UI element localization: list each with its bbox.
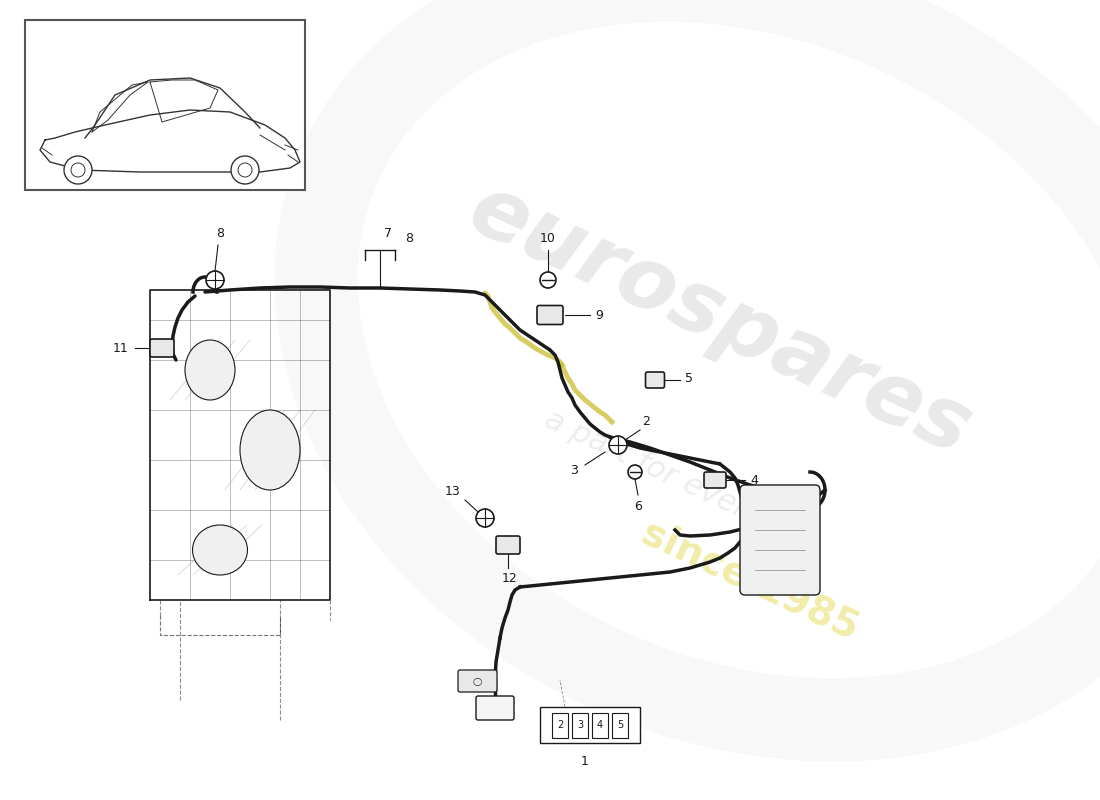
Bar xyxy=(552,713,568,738)
Bar xyxy=(592,713,608,738)
Circle shape xyxy=(72,163,85,177)
FancyBboxPatch shape xyxy=(740,485,820,595)
Circle shape xyxy=(476,509,494,527)
Text: since 1985: since 1985 xyxy=(636,513,865,647)
Text: 11: 11 xyxy=(112,342,128,354)
Text: 10: 10 xyxy=(540,232,556,245)
Bar xyxy=(540,707,640,743)
Text: 5: 5 xyxy=(685,371,693,385)
Circle shape xyxy=(540,272,556,288)
Text: 9: 9 xyxy=(595,309,603,322)
Circle shape xyxy=(64,156,92,184)
Ellipse shape xyxy=(185,340,235,400)
Bar xyxy=(572,713,588,738)
Text: 5: 5 xyxy=(617,720,623,730)
Circle shape xyxy=(609,436,627,454)
Circle shape xyxy=(206,271,224,289)
FancyBboxPatch shape xyxy=(476,696,514,720)
Text: ◯: ◯ xyxy=(472,677,482,686)
Circle shape xyxy=(628,465,642,479)
Text: 2: 2 xyxy=(642,415,650,428)
FancyBboxPatch shape xyxy=(150,339,174,357)
Text: 8: 8 xyxy=(216,227,224,240)
FancyBboxPatch shape xyxy=(458,670,497,692)
Text: 4: 4 xyxy=(597,720,603,730)
Text: a part for every car: a part for every car xyxy=(540,404,821,556)
Text: 7: 7 xyxy=(384,227,392,240)
Text: 8: 8 xyxy=(405,232,412,245)
Bar xyxy=(612,713,628,738)
FancyBboxPatch shape xyxy=(646,372,664,388)
Ellipse shape xyxy=(240,410,300,490)
Circle shape xyxy=(238,163,252,177)
FancyBboxPatch shape xyxy=(496,536,520,554)
Text: 3: 3 xyxy=(570,463,578,477)
Text: eurospares: eurospares xyxy=(455,167,984,473)
Ellipse shape xyxy=(192,525,248,575)
Text: 6: 6 xyxy=(634,500,642,513)
Text: 1: 1 xyxy=(581,755,589,768)
Bar xyxy=(25,20,305,190)
FancyBboxPatch shape xyxy=(704,472,726,488)
FancyBboxPatch shape xyxy=(537,306,563,325)
Circle shape xyxy=(231,156,258,184)
Text: 4: 4 xyxy=(750,474,758,486)
Text: 12: 12 xyxy=(502,572,518,585)
Text: 2: 2 xyxy=(557,720,563,730)
Text: 3: 3 xyxy=(576,720,583,730)
Text: 13: 13 xyxy=(444,485,460,498)
